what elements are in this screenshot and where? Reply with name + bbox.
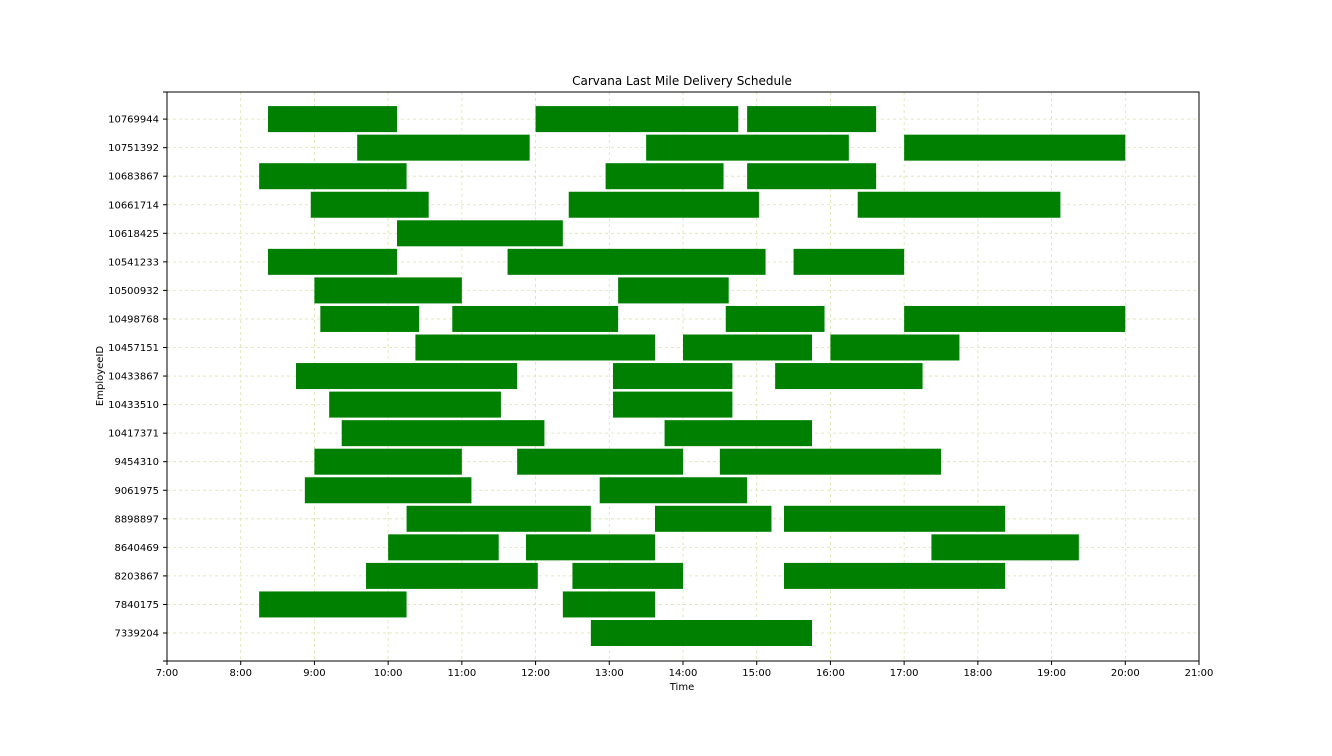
- shift-bar: [775, 363, 923, 390]
- y-tick-label: 7339204: [114, 629, 159, 640]
- shift-bar: [310, 191, 429, 218]
- chart-title: Carvana Last Mile Delivery Schedule: [572, 74, 792, 88]
- shift-bar: [329, 391, 501, 418]
- x-tick-label: 9:00: [303, 668, 325, 679]
- x-tick-label: 13:00: [595, 668, 624, 679]
- x-tick-label: 18:00: [963, 668, 992, 679]
- shift-bar: [612, 363, 733, 390]
- shift-bar: [259, 591, 407, 618]
- shift-bar: [747, 106, 877, 133]
- y-tick-label: 10618425: [108, 229, 159, 240]
- shift-bar: [599, 477, 748, 504]
- y-tick-label: 9061975: [114, 486, 159, 497]
- x-tick-label: 7:00: [156, 668, 178, 679]
- x-tick-label: 10:00: [374, 668, 403, 679]
- shift-bar: [341, 420, 545, 447]
- y-tick-label: 9454310: [114, 457, 159, 468]
- x-tick-label: 12:00: [521, 668, 550, 679]
- y-tick-label: 10751392: [108, 143, 159, 154]
- x-tick-label: 21:00: [1185, 668, 1214, 679]
- x-tick-label: 11:00: [447, 668, 476, 679]
- x-tick-label: 20:00: [1111, 668, 1140, 679]
- shift-bar: [683, 334, 812, 361]
- x-tick-label: 17:00: [890, 668, 919, 679]
- x-tick-label: 14:00: [669, 668, 698, 679]
- bars-layer: [259, 106, 1126, 646]
- shift-bar: [612, 391, 733, 418]
- shift-bar: [830, 334, 960, 361]
- shift-bar: [267, 248, 397, 275]
- shift-bar: [357, 134, 530, 161]
- shift-bar: [605, 163, 724, 190]
- shift-bar: [664, 420, 812, 447]
- shift-bar: [366, 562, 538, 589]
- y-tick-label: 10661714: [108, 200, 159, 211]
- shift-bar: [406, 505, 591, 532]
- y-tick-label: 8640469: [114, 543, 159, 554]
- y-tick-label: 10541233: [108, 257, 159, 268]
- shift-bar: [296, 363, 518, 390]
- shift-bar: [320, 305, 420, 332]
- y-tick-label: 10498768: [108, 314, 159, 325]
- x-axis: 7:00 8:00 9:00 10:00 11:00 12:00 13:00 14:00 15:…: [156, 661, 1214, 679]
- shift-bar: [314, 277, 462, 304]
- y-tick-label: 8898897: [114, 514, 159, 525]
- shift-bar: [517, 448, 683, 475]
- shift-bar: [783, 505, 1006, 532]
- shift-bar: [719, 448, 941, 475]
- shift-bar: [452, 305, 619, 332]
- y-tick-label: 10769944: [108, 115, 159, 126]
- shift-bar: [747, 163, 877, 190]
- shift-bar: [388, 534, 499, 561]
- y-tick-label: 10417371: [108, 429, 159, 440]
- shift-bar: [535, 106, 739, 133]
- shift-bar: [267, 106, 397, 133]
- shift-bar: [618, 277, 729, 304]
- shift-bar: [857, 191, 1061, 218]
- shift-bar: [646, 134, 849, 161]
- shift-bar: [904, 134, 1126, 161]
- y-axis: 7339204 7840175 8203867 8640469 8898897 90619…: [108, 91, 167, 662]
- x-axis-title: Time: [669, 682, 694, 693]
- y-tick-label: 10433867: [108, 372, 159, 383]
- shift-bar: [793, 248, 905, 275]
- shift-bar: [654, 505, 772, 532]
- y-tick-label: 10683867: [108, 172, 159, 183]
- shift-bar: [415, 334, 655, 361]
- x-tick-label: 19:00: [1037, 668, 1066, 679]
- shift-bar: [931, 534, 1079, 561]
- y-axis-title: EmployeeID: [95, 346, 106, 406]
- shift-bar: [783, 562, 1006, 589]
- y-tick-label: 10433510: [108, 400, 159, 411]
- shift-bar: [562, 591, 655, 618]
- shift-bar: [396, 220, 563, 247]
- x-tick-label: 16:00: [816, 668, 845, 679]
- shift-bar: [507, 248, 766, 275]
- x-tick-label: 8:00: [229, 668, 251, 679]
- x-tick-label: 15:00: [742, 668, 771, 679]
- shift-bar: [572, 562, 683, 589]
- y-tick-label: 7840175: [114, 600, 159, 611]
- shift-bar: [904, 305, 1126, 332]
- shift-bar: [725, 305, 825, 332]
- y-tick-label: 10457151: [108, 343, 159, 354]
- shift-bar: [304, 477, 472, 504]
- y-tick-label: 8203867: [114, 571, 159, 582]
- shift-bar: [259, 163, 407, 190]
- shift-bar: [568, 191, 759, 218]
- shift-bar: [525, 534, 655, 561]
- y-tick-label: 10500932: [108, 286, 159, 297]
- shift-bar: [314, 448, 462, 475]
- shift-bar: [590, 620, 812, 646]
